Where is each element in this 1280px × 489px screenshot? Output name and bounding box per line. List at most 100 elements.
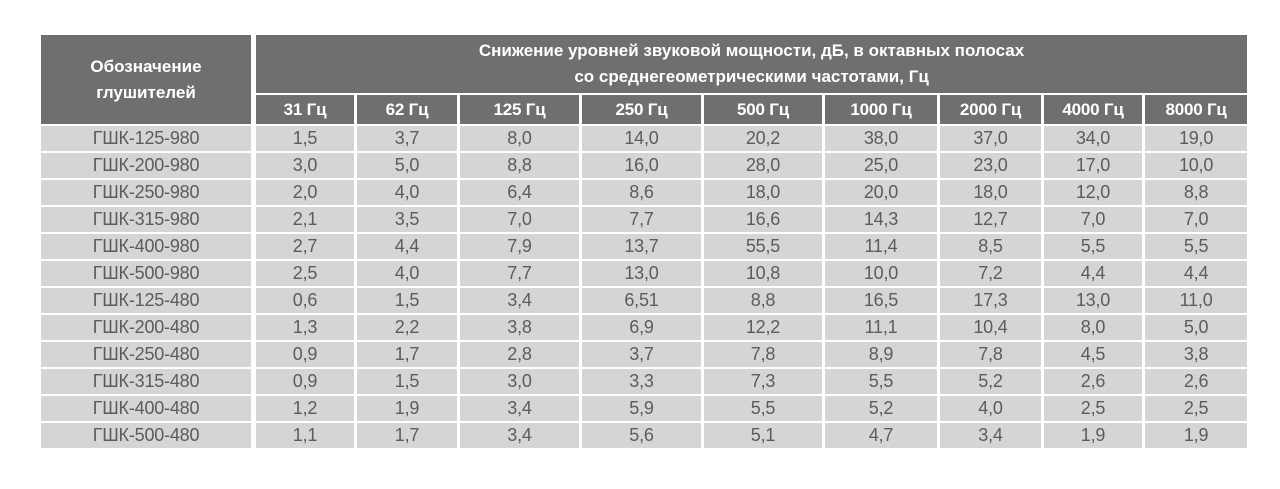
value-cell: 1,9 xyxy=(357,396,457,421)
value-cell: 7,2 xyxy=(940,261,1041,286)
value-cell: 10,0 xyxy=(1145,153,1248,178)
value-cell: 8,8 xyxy=(460,153,579,178)
value-cell: 5,9 xyxy=(582,396,701,421)
value-cell: 0,6 xyxy=(256,288,354,313)
value-cell: 1,2 xyxy=(256,396,354,421)
value-cell: 10,8 xyxy=(704,261,822,286)
value-cell: 2,1 xyxy=(256,207,354,232)
value-cell: 7,9 xyxy=(460,234,579,259)
value-cell: 12,7 xyxy=(940,207,1041,232)
value-cell: 13,0 xyxy=(582,261,701,286)
designation-header-line2: глушителей xyxy=(96,82,196,102)
value-cell: 2,5 xyxy=(1044,396,1142,421)
silencer-designation-cell: ГШК-125-480 xyxy=(41,288,253,313)
value-cell: 2,2 xyxy=(357,315,457,340)
value-cell: 20,2 xyxy=(704,126,822,151)
value-cell: 3,8 xyxy=(460,315,579,340)
value-cell: 5,0 xyxy=(357,153,457,178)
value-cell: 11,4 xyxy=(825,234,937,259)
value-cell: 17,0 xyxy=(1044,153,1142,178)
value-cell: 28,0 xyxy=(704,153,822,178)
value-cell: 37,0 xyxy=(940,126,1041,151)
value-cell: 1,9 xyxy=(1044,423,1142,448)
value-cell: 5,5 xyxy=(1044,234,1142,259)
value-cell: 3,8 xyxy=(1145,342,1248,367)
silencer-attenuation-table: Обозначение глушителей Снижение уровней … xyxy=(38,33,1250,450)
silencer-designation-cell: ГШК-200-980 xyxy=(41,153,253,178)
frequency-header-cell: 8000 Гц xyxy=(1145,95,1248,124)
value-cell: 8,9 xyxy=(825,342,937,367)
value-cell: 2,5 xyxy=(256,261,354,286)
value-cell: 4,0 xyxy=(357,261,457,286)
value-cell: 5,5 xyxy=(825,369,937,394)
frequency-header-cell: 4000 Гц xyxy=(1044,95,1142,124)
frequency-header-cell: 1000 Гц xyxy=(825,95,937,124)
silencer-designation-cell: ГШК-125-980 xyxy=(41,126,253,151)
table-row: ГШК-500-480 1,1 1,7 3,4 5,6 5,1 4,7 3,4 1,9 1,9 xyxy=(41,423,1248,448)
table-row: ГШК-315-480 0,9 1,5 3,0 3,3 7,3 5,5 5,2 2,6 2,6 xyxy=(41,369,1248,394)
designation-column-header: Обозначение глушителей xyxy=(41,35,253,124)
value-cell: 3,4 xyxy=(460,288,579,313)
frequency-header-cell: 250 Гц xyxy=(582,95,701,124)
value-cell: 10,0 xyxy=(825,261,937,286)
value-cell: 8,8 xyxy=(1145,180,1248,205)
value-cell: 13,0 xyxy=(1044,288,1142,313)
silencer-designation-cell: ГШК-500-980 xyxy=(41,261,253,286)
value-cell: 34,0 xyxy=(1044,126,1142,151)
frequency-header-row: 31 Гц 62 Гц 125 Гц 250 Гц 500 Гц 1000 Гц 2000 … xyxy=(41,95,1248,124)
value-cell: 8,5 xyxy=(940,234,1041,259)
value-cell: 38,0 xyxy=(825,126,937,151)
value-cell: 11,0 xyxy=(1145,288,1248,313)
table-row: ГШК-400-980 2,7 4,4 7,9 13,7 55,5 11,4 8,5 5,5 5,… xyxy=(41,234,1248,259)
value-cell: 7,7 xyxy=(460,261,579,286)
value-cell: 13,7 xyxy=(582,234,701,259)
table-row: ГШК-500-980 2,5 4,0 7,7 13,0 10,8 10,0 7,2 4,4 4,… xyxy=(41,261,1248,286)
value-cell: 18,0 xyxy=(940,180,1041,205)
value-cell: 16,0 xyxy=(582,153,701,178)
silencer-designation-cell: ГШК-200-480 xyxy=(41,315,253,340)
value-cell: 7,8 xyxy=(940,342,1041,367)
value-cell: 2,6 xyxy=(1145,369,1248,394)
value-cell: 1,5 xyxy=(256,126,354,151)
value-cell: 2,0 xyxy=(256,180,354,205)
value-cell: 1,5 xyxy=(357,288,457,313)
value-cell: 14,3 xyxy=(825,207,937,232)
value-cell: 1,7 xyxy=(357,342,457,367)
value-cell: 3,7 xyxy=(357,126,457,151)
value-cell: 5,5 xyxy=(704,396,822,421)
value-cell: 17,3 xyxy=(940,288,1041,313)
table-row: ГШК-200-980 3,0 5,0 8,8 16,0 28,0 25,0 23,0 17,0… xyxy=(41,153,1248,178)
value-cell: 10,4 xyxy=(940,315,1041,340)
span-header: Снижение уровней звуковой мощности, дБ, … xyxy=(256,35,1248,93)
value-cell: 7,0 xyxy=(460,207,579,232)
value-cell: 8,8 xyxy=(704,288,822,313)
value-cell: 20,0 xyxy=(825,180,937,205)
value-cell: 3,3 xyxy=(582,369,701,394)
value-cell: 8,6 xyxy=(582,180,701,205)
value-cell: 5,1 xyxy=(704,423,822,448)
frequency-header-cell: 500 Гц xyxy=(704,95,822,124)
value-cell: 11,1 xyxy=(825,315,937,340)
value-cell: 6,51 xyxy=(582,288,701,313)
span-header-line2: со среднегеометрическими частотами, Гц xyxy=(574,67,929,86)
value-cell: 16,5 xyxy=(825,288,937,313)
value-cell: 5,0 xyxy=(1145,315,1248,340)
value-cell: 7,7 xyxy=(582,207,701,232)
value-cell: 2,8 xyxy=(460,342,579,367)
value-cell: 3,5 xyxy=(357,207,457,232)
value-cell: 14,0 xyxy=(582,126,701,151)
table-header: Обозначение глушителей Снижение уровней … xyxy=(41,35,1248,124)
value-cell: 7,0 xyxy=(1145,207,1248,232)
value-cell: 1,3 xyxy=(256,315,354,340)
silencer-designation-cell: ГШК-315-980 xyxy=(41,207,253,232)
value-cell: 12,2 xyxy=(704,315,822,340)
silencer-designation-cell: ГШК-400-480 xyxy=(41,396,253,421)
frequency-header-cell: 125 Гц xyxy=(460,95,579,124)
table-row: ГШК-250-480 0,9 1,7 2,8 3,7 7,8 8,9 7,8 4,5 3,8 xyxy=(41,342,1248,367)
frequency-header-cell: 62 Гц xyxy=(357,95,457,124)
value-cell: 4,4 xyxy=(357,234,457,259)
value-cell: 5,6 xyxy=(582,423,701,448)
value-cell: 5,2 xyxy=(940,369,1041,394)
value-cell: 8,0 xyxy=(460,126,579,151)
